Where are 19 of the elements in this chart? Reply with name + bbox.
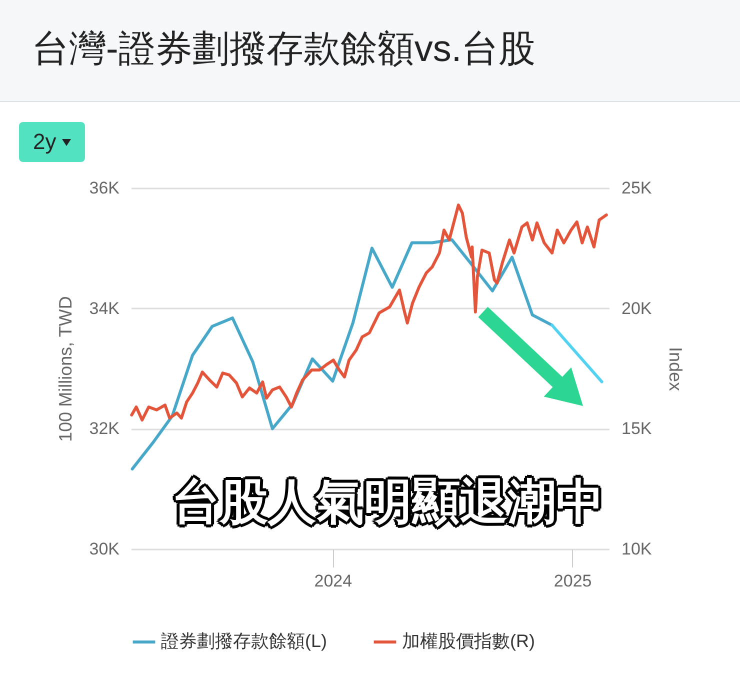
y-tick-label: 30K	[89, 540, 120, 558]
text: 2y	[33, 129, 56, 155]
chart-title: 台灣-證券劃撥存款餘額vs.台股	[32, 27, 536, 71]
y2-axis-title: Index	[666, 346, 686, 392]
legend-label: 加權股價指數(R)	[402, 631, 535, 651]
line-series	[130, 238, 554, 470]
legend-label: 證券劃撥存款餘額(L)	[161, 631, 327, 651]
x-tick-label: 2025	[554, 572, 592, 590]
y2-tick-label: 10K	[622, 540, 652, 558]
y2-tick-label: 20K	[622, 298, 652, 318]
y-tick-label: 36K	[89, 178, 120, 198]
annotation: 台股人氣明顯退潮中	[172, 473, 604, 532]
x-tick-label: 2024	[314, 572, 352, 590]
y-tick-label: 32K	[89, 419, 120, 438]
y-tick-label: 34K	[89, 298, 120, 318]
y-axis-title: 100 Millions, TWD	[55, 296, 76, 442]
y2-tick-label: 25K	[622, 178, 652, 198]
line-series	[130, 204, 608, 422]
y2-tick-label: 15K	[622, 419, 652, 438]
